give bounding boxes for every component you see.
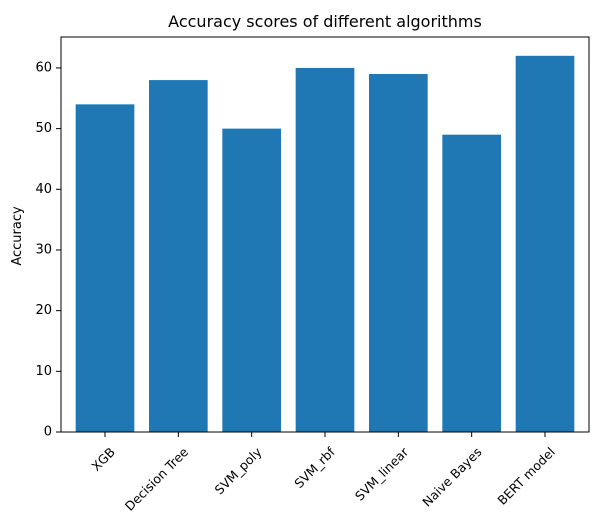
bar-naive-bayes [442, 134, 501, 432]
y-tick-label: 60 [35, 60, 52, 75]
y-tick-label: 10 [35, 364, 52, 379]
x-axis: XGB Decision Tree SVM_poly SVM_rbf SVM_linea… [88, 432, 558, 514]
bar-svm-poly [222, 128, 281, 432]
y-axis-label: Accuracy [10, 206, 25, 266]
chart-title: Accuracy scores of different algorithms [168, 12, 482, 31]
y-tick-label: 40 [35, 182, 52, 197]
bar-svm-rbf [295, 67, 355, 432]
plot-frame [60, 36, 590, 433]
bar-bert-model [515, 55, 575, 433]
x-tick-label: XGB [88, 444, 118, 474]
x-tick-label: Naive Bayes [419, 444, 484, 509]
x-tick-label: SVM_rbf [291, 444, 338, 491]
bar-svm-linear [369, 74, 428, 432]
y-tick-label: 20 [35, 303, 52, 318]
y-tick-label: 30 [35, 242, 52, 257]
bar-xgb [75, 104, 135, 432]
y-tick-label: 0 [44, 425, 52, 440]
y-axis: 0 10 20 30 40 50 60 [35, 60, 61, 440]
bar-series [75, 55, 575, 433]
x-tick-label: SVM_poly [212, 444, 265, 497]
y-tick-label: 50 [35, 121, 52, 136]
x-tick-label: SVM_linear [352, 444, 412, 504]
bar-decision-tree [149, 80, 208, 432]
x-tick-label: BERT model [494, 444, 557, 507]
x-tick-label: Decision Tree [122, 444, 192, 514]
